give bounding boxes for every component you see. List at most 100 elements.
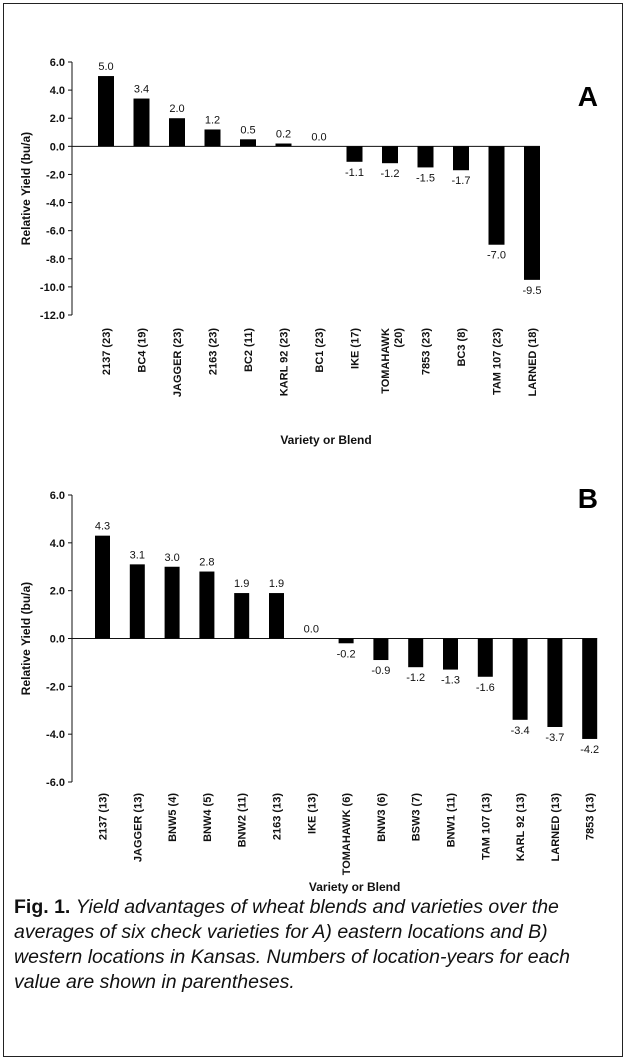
- category-label: JAGGER (13): [132, 793, 144, 862]
- data-label: -9.5: [523, 285, 542, 297]
- caption-label: Fig. 1.: [14, 896, 71, 918]
- category-label: LARNED (18): [527, 328, 539, 397]
- bar: [98, 76, 114, 147]
- category-label: BC2 (11): [243, 328, 255, 372]
- figure-caption: Fig. 1. Yield advantages of wheat blends…: [14, 895, 614, 995]
- data-label: 3.0: [164, 552, 179, 564]
- data-label: 4.3: [95, 521, 110, 533]
- bar: [417, 146, 434, 168]
- data-label: -0.9: [371, 665, 390, 677]
- data-label: -1.7: [452, 175, 471, 187]
- category-label: TAM 107 (23): [492, 328, 504, 395]
- y-tick-label: 6.0: [50, 490, 65, 502]
- bar: [204, 129, 221, 147]
- data-label: 1.9: [269, 578, 284, 590]
- category-label: LARNED (13): [550, 793, 562, 862]
- data-label: 2.0: [169, 103, 184, 115]
- bar: [524, 146, 540, 280]
- category-label: BNW5 (4): [167, 793, 179, 842]
- data-label: 0.0: [311, 131, 326, 143]
- y-tick-label: -6.0: [46, 226, 65, 238]
- bar: [512, 638, 528, 720]
- x-axis-title: Variety or Blend: [280, 433, 371, 447]
- y-tick-label: 6.0: [50, 57, 65, 69]
- category-label: KARL 92 (13): [515, 793, 527, 862]
- bar: [164, 566, 180, 639]
- category-label: JAGGER (23): [172, 328, 184, 397]
- category-label: BC3 (8): [456, 328, 468, 367]
- data-label: 0.0: [304, 624, 319, 636]
- bar: [133, 98, 150, 147]
- y-tick-label: -6.0: [46, 777, 65, 789]
- data-label: -0.2: [337, 648, 356, 660]
- chart-panel-a: A 6.0 4.0 2.0 0.0 -2.0 -4.0 -6.0 -8.0 -10.0 -12.0 R…: [19, 57, 598, 447]
- y-tick-label: 4.0: [50, 85, 65, 97]
- panel-label: B: [578, 483, 598, 514]
- category-label: BNW1 (11): [446, 793, 458, 848]
- bar: [346, 146, 363, 162]
- bar: [488, 146, 505, 245]
- y-tick-label: 0.0: [50, 141, 65, 153]
- category-label: BC1 (23): [314, 328, 326, 373]
- y-tick-label: 0.0: [50, 634, 65, 646]
- data-label: 2.8: [199, 557, 214, 569]
- bar: [453, 146, 469, 171]
- y-tick-label: 2.0: [50, 113, 65, 125]
- y-tick-label: -4.0: [46, 198, 65, 210]
- bar: [129, 564, 145, 639]
- data-label: 0.5: [240, 124, 255, 136]
- y-tick-label: -4.0: [46, 729, 65, 741]
- data-label: 1.2: [205, 114, 220, 126]
- category-label: IKE (17): [350, 328, 362, 369]
- category-label: 2137 (13): [98, 793, 110, 840]
- category-label: BC4 (19): [137, 328, 149, 373]
- data-label: 3.1: [130, 549, 145, 561]
- y-tick-label: 2.0: [50, 586, 65, 598]
- bar: [169, 118, 185, 147]
- bar: [234, 593, 250, 639]
- bar: [199, 571, 215, 639]
- category-label: 2163 (13): [272, 793, 284, 840]
- category-label: TAM 107 (13): [480, 793, 492, 860]
- x-axis-title: Variety or Blend: [309, 880, 400, 894]
- y-axis-title: Relative Yield (bu/a): [19, 582, 33, 695]
- data-label: 0.2: [276, 129, 291, 141]
- y-tick-label: -10.0: [40, 282, 65, 294]
- bar: [240, 139, 256, 147]
- category-label: BNW2 (11): [237, 793, 249, 848]
- data-label: 3.4: [134, 84, 149, 96]
- bar: [269, 593, 284, 639]
- bar: [582, 638, 598, 739]
- data-label: -1.2: [381, 168, 400, 180]
- data-label: -1.1: [345, 167, 364, 179]
- data-label: -7.0: [487, 250, 506, 262]
- category-label: 7853 (23): [421, 328, 433, 375]
- category-label: BSW3 (7): [411, 793, 423, 842]
- bar: [547, 638, 563, 727]
- y-tick-label: -12.0: [40, 310, 65, 322]
- bar: [95, 535, 110, 639]
- bar: [382, 146, 398, 164]
- category-label: TOMAHAWK(20): [380, 328, 405, 394]
- y-tick-label: -2.0: [46, 681, 65, 693]
- data-label: -1.2: [406, 672, 425, 684]
- data-label: -1.6: [476, 682, 495, 694]
- bar: [338, 638, 354, 644]
- data-label: -1.3: [441, 675, 460, 687]
- data-label: -3.7: [545, 732, 564, 744]
- category-label: TOMAHAWK (6): [341, 793, 353, 876]
- data-label: -1.5: [416, 172, 435, 184]
- data-label: -4.2: [580, 744, 599, 756]
- category-label: 2137 (23): [101, 328, 113, 375]
- category-label: 2163 (23): [208, 328, 220, 375]
- bar: [477, 638, 493, 677]
- bar: [275, 143, 292, 147]
- y-tick-label: 4.0: [50, 538, 65, 550]
- data-label: -3.4: [511, 725, 530, 737]
- y-axis-title: Relative Yield (bu/a): [19, 132, 33, 245]
- category-label: BNW3 (6): [376, 793, 388, 842]
- bar: [373, 638, 389, 661]
- y-tick-label: -8.0: [46, 254, 65, 266]
- data-label: 5.0: [98, 61, 113, 73]
- category-label: IKE (13): [306, 793, 318, 834]
